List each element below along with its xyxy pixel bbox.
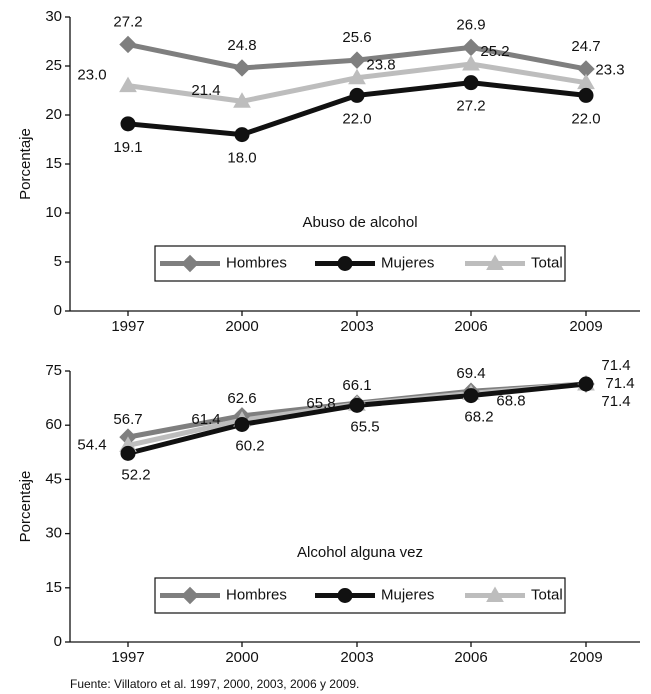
legend-marker — [486, 586, 504, 602]
data-label: 71.4 — [605, 375, 634, 392]
data-label: 68.8 — [496, 392, 525, 409]
y-tick-label: 0 — [54, 633, 62, 650]
y-tick-label: 45 — [45, 470, 62, 487]
y-tick-label: 30 — [45, 525, 62, 542]
data-label: 19.1 — [113, 139, 142, 156]
data-label: 62.6 — [227, 390, 256, 407]
data-point — [234, 416, 250, 432]
data-label: 23.8 — [366, 57, 395, 74]
y-tick-label: 75 — [45, 362, 62, 379]
data-point — [578, 87, 594, 103]
data-label: 65.5 — [350, 418, 379, 435]
data-label: 23.0 — [77, 67, 106, 84]
data-point — [349, 87, 365, 103]
subtitle: Alcohol alguna vez — [297, 544, 423, 561]
y-tick-label: 20 — [45, 106, 62, 123]
x-tick-label: 2006 — [454, 318, 487, 335]
data-label: 23.3 — [595, 62, 624, 79]
data-point — [233, 59, 251, 77]
y-tick-label: 10 — [45, 204, 62, 221]
legend-marker — [337, 256, 353, 271]
data-label: 25.6 — [342, 29, 371, 46]
legend-marker — [181, 586, 199, 605]
data-point — [119, 76, 137, 93]
data-label: 65.8 — [306, 395, 335, 412]
x-tick-label: 2009 — [569, 318, 602, 335]
data-point — [233, 92, 251, 108]
x-tick-label: 1997 — [111, 649, 144, 666]
data-label: 26.9 — [456, 16, 485, 33]
x-tick-label: 2006 — [454, 649, 487, 666]
data-point — [234, 127, 250, 143]
legend-label: Mujeres — [381, 254, 434, 271]
data-label: 22.0 — [571, 110, 600, 127]
source-note: Fuente: Villatoro et al. 1997, 2000, 200… — [70, 677, 359, 691]
data-point — [578, 376, 594, 392]
data-label: 24.7 — [571, 38, 600, 55]
legend-label: Total — [531, 254, 563, 271]
x-tick-label: 2003 — [340, 649, 373, 666]
data-label: 25.2 — [480, 43, 509, 60]
legend-label: Hombres — [226, 586, 287, 603]
data-point — [120, 445, 136, 461]
data-label: 27.2 — [456, 98, 485, 115]
data-label: 56.7 — [113, 411, 142, 428]
legend-label: Total — [531, 586, 563, 603]
data-label: 27.2 — [113, 13, 142, 30]
data-point — [119, 35, 137, 54]
x-tick-label: 1997 — [111, 318, 144, 335]
data-label: 52.2 — [121, 466, 150, 483]
data-point — [348, 68, 366, 85]
data-label: 71.4 — [601, 393, 630, 410]
data-label: 61.4 — [191, 411, 220, 428]
x-tick-label: 2009 — [569, 649, 602, 666]
x-tick-label: 2003 — [340, 318, 373, 335]
data-label: 60.2 — [235, 437, 264, 454]
data-label: 24.8 — [227, 37, 256, 54]
x-tick-label: 2000 — [225, 318, 258, 335]
data-label: 21.4 — [191, 82, 220, 99]
y-tick-label: 0 — [54, 302, 62, 319]
data-point — [462, 38, 480, 57]
y-tick-label: 25 — [45, 57, 62, 74]
data-point — [120, 116, 136, 132]
y-axis-label: Porcentaje — [17, 128, 34, 200]
y-axis-label: Porcentaje — [17, 471, 34, 543]
data-point — [462, 55, 480, 71]
data-point — [463, 388, 479, 404]
data-label: 69.4 — [456, 365, 485, 382]
y-tick-label: 15 — [45, 579, 62, 596]
x-tick-label: 2000 — [225, 649, 258, 666]
y-tick-label: 30 — [45, 8, 62, 25]
data-label: 68.2 — [464, 409, 493, 426]
legend-marker — [337, 588, 353, 603]
data-label: 22.0 — [342, 110, 371, 127]
legend-marker — [486, 254, 504, 270]
legend-label: Hombres — [226, 254, 287, 271]
y-tick-label: 60 — [45, 416, 62, 433]
data-label: 18.0 — [227, 150, 256, 167]
data-label: 54.4 — [77, 436, 106, 453]
y-tick-label: 15 — [45, 155, 62, 172]
y-tick-label: 5 — [54, 253, 62, 270]
legend-marker — [181, 254, 199, 273]
data-label: 66.1 — [342, 377, 371, 394]
legend-label: Mujeres — [381, 586, 434, 603]
data-point — [463, 75, 479, 91]
data-point — [349, 397, 365, 413]
data-label: 71.4 — [601, 357, 630, 374]
subtitle: Abuso de alcohol — [302, 214, 417, 231]
data-point — [348, 51, 366, 69]
